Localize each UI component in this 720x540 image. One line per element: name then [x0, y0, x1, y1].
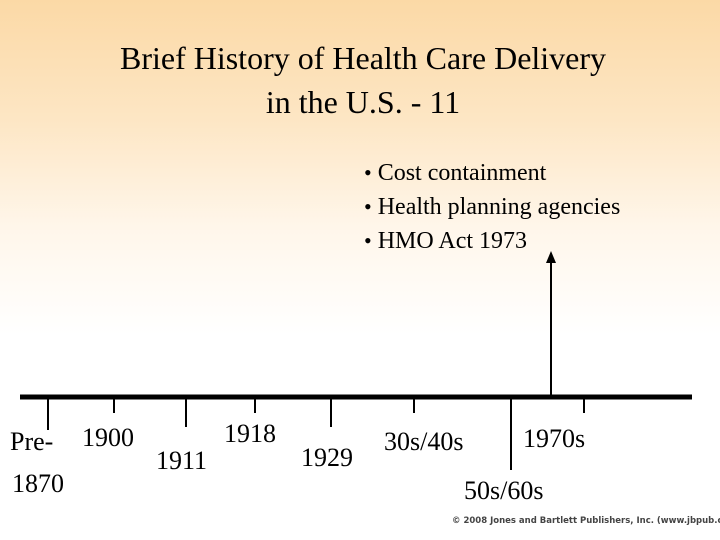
label-1870: 1870: [12, 469, 64, 498]
bullet-text: Cost containment: [377, 160, 547, 186]
bullet-list: • Cost containment • Health planning agenc…: [364, 156, 620, 258]
bullet-marker: •: [364, 160, 372, 185]
slide-title: Brief History of Health Care Delivery in…: [0, 36, 720, 124]
bullet-item: • Health planning agencies: [364, 190, 620, 224]
label-pre: Pre-: [10, 427, 54, 456]
bullet-text: Health planning agencies: [377, 194, 621, 220]
label-1970s: 1970s: [523, 424, 586, 453]
title-line-1: Brief History of Health Care Delivery: [119, 40, 607, 76]
title-line-2: in the U.S. - 11: [265, 84, 461, 120]
label-50s-60s: 50s/60s: [464, 476, 544, 505]
label-1929: 1929: [301, 443, 353, 472]
bullet-marker: •: [364, 194, 372, 219]
arrow-head-icon: [546, 251, 556, 263]
label-1900: 1900: [82, 423, 134, 452]
bullet-item: • HMO Act 1973: [364, 224, 620, 258]
bullet-text: HMO Act 1973: [377, 228, 528, 254]
bullet-item: • Cost containment: [364, 156, 620, 190]
label-1911: 1911: [156, 446, 208, 475]
label-1918: 1918: [224, 419, 276, 448]
bullet-marker: •: [364, 228, 372, 253]
label-30s-40s: 30s/40s: [384, 427, 464, 456]
copyright-notice: © 2008 Jones and Bartlett Publishers, In…: [452, 516, 720, 526]
